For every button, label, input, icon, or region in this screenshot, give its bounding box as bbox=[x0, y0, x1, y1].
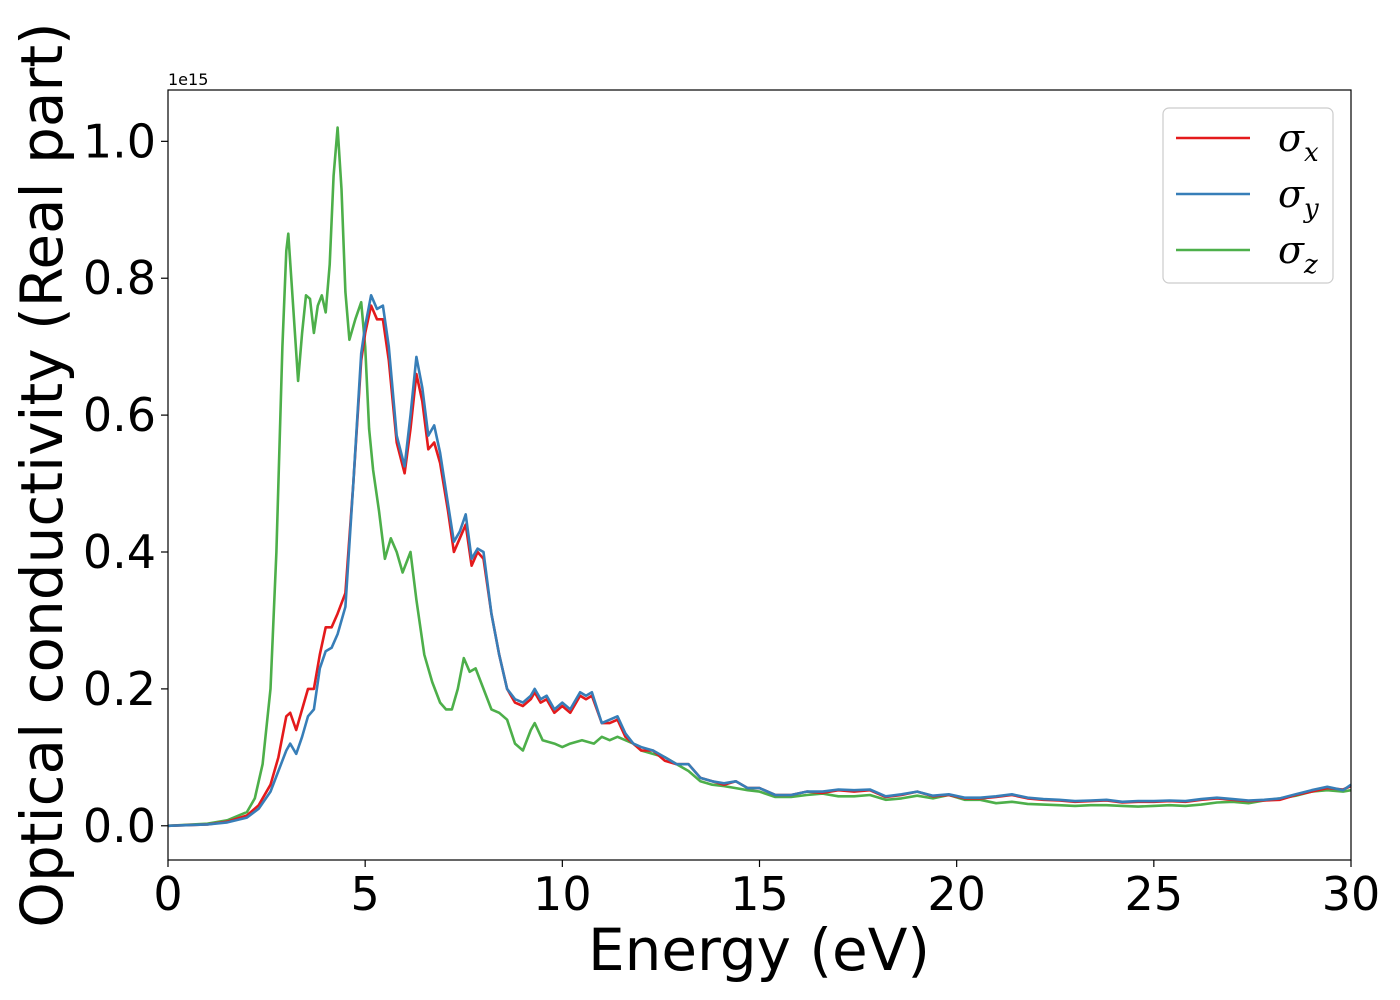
legend-subscript: y bbox=[1303, 194, 1319, 224]
x-tick-label: 0 bbox=[153, 867, 182, 921]
x-tick-label: 30 bbox=[1322, 867, 1381, 921]
x-tick-label: 10 bbox=[533, 867, 592, 921]
x-tick-label: 20 bbox=[927, 867, 986, 921]
legend-subscript: x bbox=[1304, 138, 1319, 168]
plot-frame bbox=[167, 89, 1352, 861]
x-tick-label: 25 bbox=[1125, 867, 1184, 921]
legend-box bbox=[1162, 107, 1334, 284]
y-tick-label: 0.8 bbox=[83, 251, 156, 305]
x-tick-label: 15 bbox=[730, 867, 789, 921]
y-axis-ticks: 0.0 0.2 0.4 0.6 0.8 1.0 bbox=[83, 114, 168, 853]
x-tick-label: 5 bbox=[351, 867, 380, 921]
x-axis-title: Energy (eV) bbox=[588, 916, 930, 984]
series-line-z bbox=[167, 126, 1352, 828]
legend-subscript: z bbox=[1303, 250, 1318, 280]
y-tick-label: 0.2 bbox=[83, 662, 156, 716]
y-axis-title: Optical conductivity (Real part) bbox=[8, 22, 76, 927]
y-tick-label: 0.4 bbox=[83, 525, 156, 579]
x-axis-ticks: 0 5 10 15 20 25 30 bbox=[153, 860, 1380, 921]
series-line-y bbox=[167, 294, 1352, 828]
y-offset-label: 1e15 bbox=[168, 70, 208, 89]
series-layer bbox=[167, 126, 1352, 828]
y-tick-label: 0.6 bbox=[83, 388, 156, 442]
y-tick-label: 1.0 bbox=[83, 114, 156, 168]
y-tick-label: 0.0 bbox=[83, 799, 156, 853]
